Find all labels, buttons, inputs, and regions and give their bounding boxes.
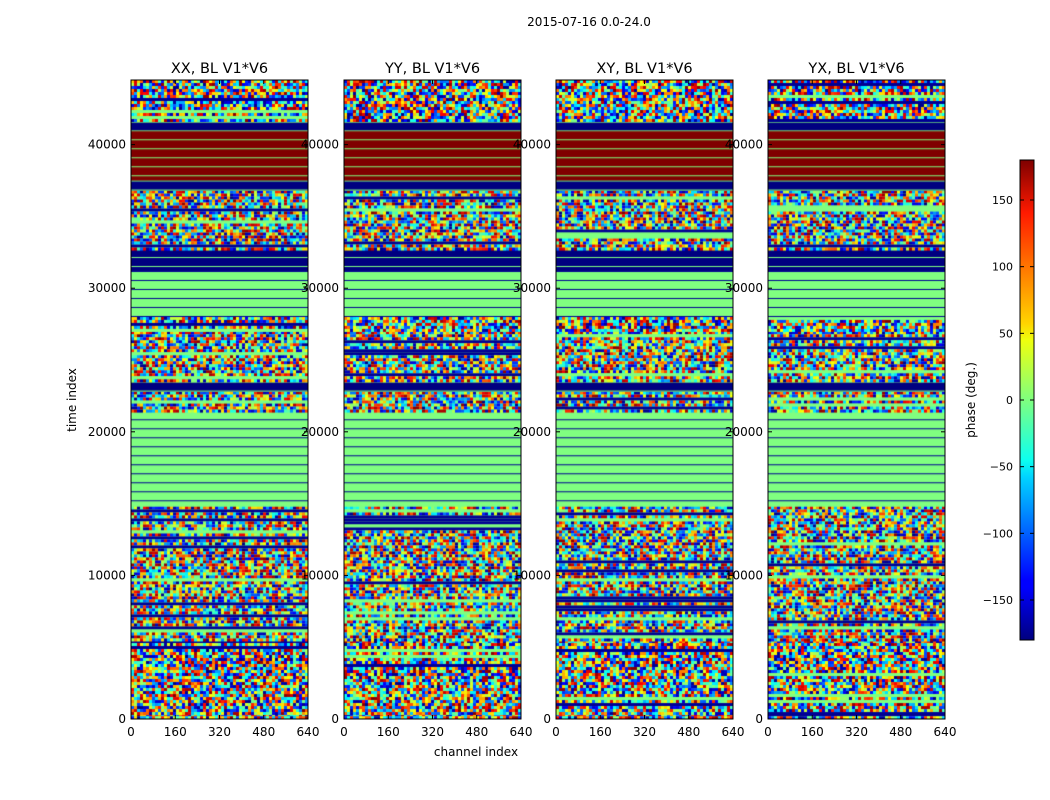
panel-1-title: YY, BL V1*V6 (384, 61, 480, 77)
panel-2-heatmap (556, 80, 733, 719)
panel-0-title: XX, BL V1*V6 (171, 61, 268, 77)
panel-2-y-tick-label: 30000 (513, 281, 551, 295)
panel-2-x-tick-label: 0 (552, 725, 560, 739)
panel-0-x-tick-label: 640 (297, 725, 320, 739)
panel-2-y-tick-label: 40000 (513, 138, 551, 152)
panel-2-title: XY, BL V1*V6 (596, 61, 692, 77)
colorbar-label: phase (deg.) (964, 362, 978, 438)
panel-0-y-tick-label: 0 (118, 712, 126, 726)
colorbar-tick-label: −50 (990, 461, 1013, 474)
panel-3-y-tick-label: 0 (755, 712, 763, 726)
panel-3-x-tick-label: 640 (934, 725, 957, 739)
colorbar-tick-label: 100 (992, 261, 1013, 274)
colorbar-tick-label: 150 (992, 194, 1013, 207)
panel-0-x-tick-label: 0 (127, 725, 135, 739)
panel-1-x-tick-label: 160 (377, 725, 400, 739)
panel-2-x-tick-label: 320 (633, 725, 656, 739)
panel-1: YY, BL V1*V6 0 160 320 480 640 0 10000 20000 3000… (301, 61, 533, 739)
panel-1-y-tick-label: 30000 (301, 281, 339, 295)
panel-1-y-tick-label: 10000 (301, 568, 339, 582)
panel-1-heatmap (344, 80, 521, 719)
panel-2: XY, BL V1*V6 0 160 320 480 640 0 10000 20000 3000… (513, 61, 745, 739)
panel-2-x-tick-label: 160 (589, 725, 612, 739)
panel-1-y-tick-label: 20000 (301, 425, 339, 439)
panel-3-y-tick-label: 10000 (725, 568, 763, 582)
panel-0-y-tick-label: 40000 (88, 138, 126, 152)
panel-3-y-tick-label: 20000 (725, 425, 763, 439)
panel-3-x-tick-label: 160 (801, 725, 824, 739)
panel-3-title: YX, BL V1*V6 (807, 61, 904, 77)
panel-1-x-tick-label: 640 (510, 725, 533, 739)
colorbar-tick-label: −100 (983, 527, 1013, 540)
panel-3-x-tick-label: 0 (764, 725, 772, 739)
panel-1-x-tick-label: 320 (421, 725, 444, 739)
colorbar-tick-label: −150 (983, 594, 1013, 607)
panel-1-x-tick-label: 0 (340, 725, 348, 739)
colorbar-tick-label: 50 (999, 327, 1013, 340)
panel-2-x-tick-label: 480 (677, 725, 700, 739)
panel-2-y-tick-label: 20000 (513, 425, 551, 439)
panel-1-x-tick-label: 480 (465, 725, 488, 739)
panel-3-x-tick-label: 320 (845, 725, 868, 739)
x-axis-label: channel index (434, 745, 518, 759)
panel-2-x-tick-label: 640 (722, 725, 745, 739)
colorbar-tick-label: 0 (1006, 394, 1013, 407)
panel-3-y-tick-label: 30000 (725, 281, 763, 295)
panel-0-y-tick-label: 30000 (88, 281, 126, 295)
colorbar-ticks: 150 100 50 0 −50 −100 −150 (983, 194, 1034, 607)
panels: XX, BL V1*V6 0 160 320 480 640 0 10000 20000 3000… (88, 61, 957, 739)
panel-0-x-tick-label: 480 (252, 725, 275, 739)
panel-3-heatmap (768, 80, 945, 719)
panel-3-x-tick-label: 480 (889, 725, 912, 739)
y-axis-label: time index (65, 368, 79, 432)
panel-0-x-tick-label: 160 (164, 725, 187, 739)
panel-0-y-tick-label: 10000 (88, 568, 126, 582)
panel-3-y-tick-label: 40000 (725, 138, 763, 152)
figure-title: 2015-07-16 0.0-24.0 (527, 15, 651, 29)
panel-3: YX, BL V1*V6 0 160 320 480 640 0 10000 20000 3000… (725, 61, 957, 739)
panel-1-y-tick-label: 0 (331, 712, 339, 726)
colorbar: 150 100 50 0 −50 −100 −150 phase (deg.) (964, 159, 1035, 641)
panel-0-x-tick-label: 320 (208, 725, 231, 739)
panel-0-y-tick-label: 20000 (88, 425, 126, 439)
panel-0-heatmap (131, 80, 308, 719)
panel-2-y-tick-label: 0 (543, 712, 551, 726)
panel-2-y-tick-label: 10000 (513, 568, 551, 582)
panel-0: XX, BL V1*V6 0 160 320 480 640 0 10000 20000 3000… (88, 61, 320, 739)
panel-1-y-tick-label: 40000 (301, 138, 339, 152)
